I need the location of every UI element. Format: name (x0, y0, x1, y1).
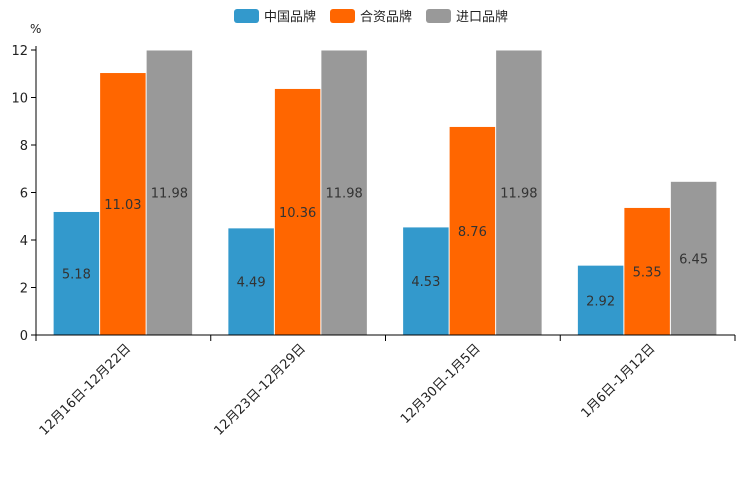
bar-value-label: 8.76 (458, 225, 487, 240)
bar-value-label: 11.98 (326, 187, 363, 202)
y-tick-label: 8 (20, 139, 28, 154)
y-tick-label: 4 (20, 234, 28, 249)
bar-value-label: 4.53 (411, 275, 440, 290)
legend-label: 进口品牌 (456, 9, 508, 25)
legend: 中国品牌 合资品牌 进口品牌 (234, 9, 508, 25)
y-axis-unit: % (30, 22, 41, 36)
bar-value-label: 5.18 (62, 267, 91, 282)
bar-value-label: 11.98 (151, 187, 188, 202)
bar (496, 50, 542, 335)
legend-swatch (426, 9, 451, 23)
bar (53, 211, 100, 335)
y-tick-label: 10 (11, 92, 28, 107)
bar (670, 181, 717, 335)
legend-swatch (234, 9, 259, 23)
bar (274, 88, 321, 335)
bars: 5.18 11.03 11.98 4.49 10.36 11.98 4.53 8.76 11.9… (53, 50, 717, 335)
x-category-label: 12月30日-1月5日 (398, 341, 484, 427)
bar-value-label: 4.49 (237, 276, 266, 291)
x-category-label: 12月16日-12月22日 (37, 341, 134, 438)
legend-swatch (330, 9, 355, 23)
y-tick-label: 12 (11, 44, 28, 59)
bar (624, 207, 670, 335)
legend-label: 合资品牌 (360, 9, 412, 25)
bar (228, 228, 274, 335)
bar-value-label: 10.36 (279, 206, 316, 221)
x-category-label: 1月6日-1月12日 (579, 341, 659, 421)
bar (449, 126, 496, 335)
bar (577, 265, 624, 335)
y-axis: 0 2 4 6 8 10 12 (11, 44, 37, 344)
bar-value-label: 11.98 (500, 187, 537, 202)
bar-value-label: 6.45 (679, 252, 708, 267)
legend-label: 中国品牌 (264, 9, 316, 25)
y-tick-label: 6 (20, 187, 28, 202)
x-axis: 12月16日-12月22日 12月23日-12月29日 12月30日-1月5日 1月6… (35, 334, 736, 439)
y-tick-label: 0 (20, 329, 28, 344)
bar-value-label: 5.35 (633, 265, 662, 280)
bar (321, 50, 367, 335)
bar (403, 227, 449, 335)
y-tick-label: 2 (20, 282, 28, 297)
bar-value-label: 2.92 (586, 294, 615, 309)
bar (100, 73, 146, 335)
bar (146, 50, 193, 335)
x-category-label: 12月23日-12月29日 (211, 341, 308, 438)
bar-value-label: 11.03 (104, 198, 141, 213)
